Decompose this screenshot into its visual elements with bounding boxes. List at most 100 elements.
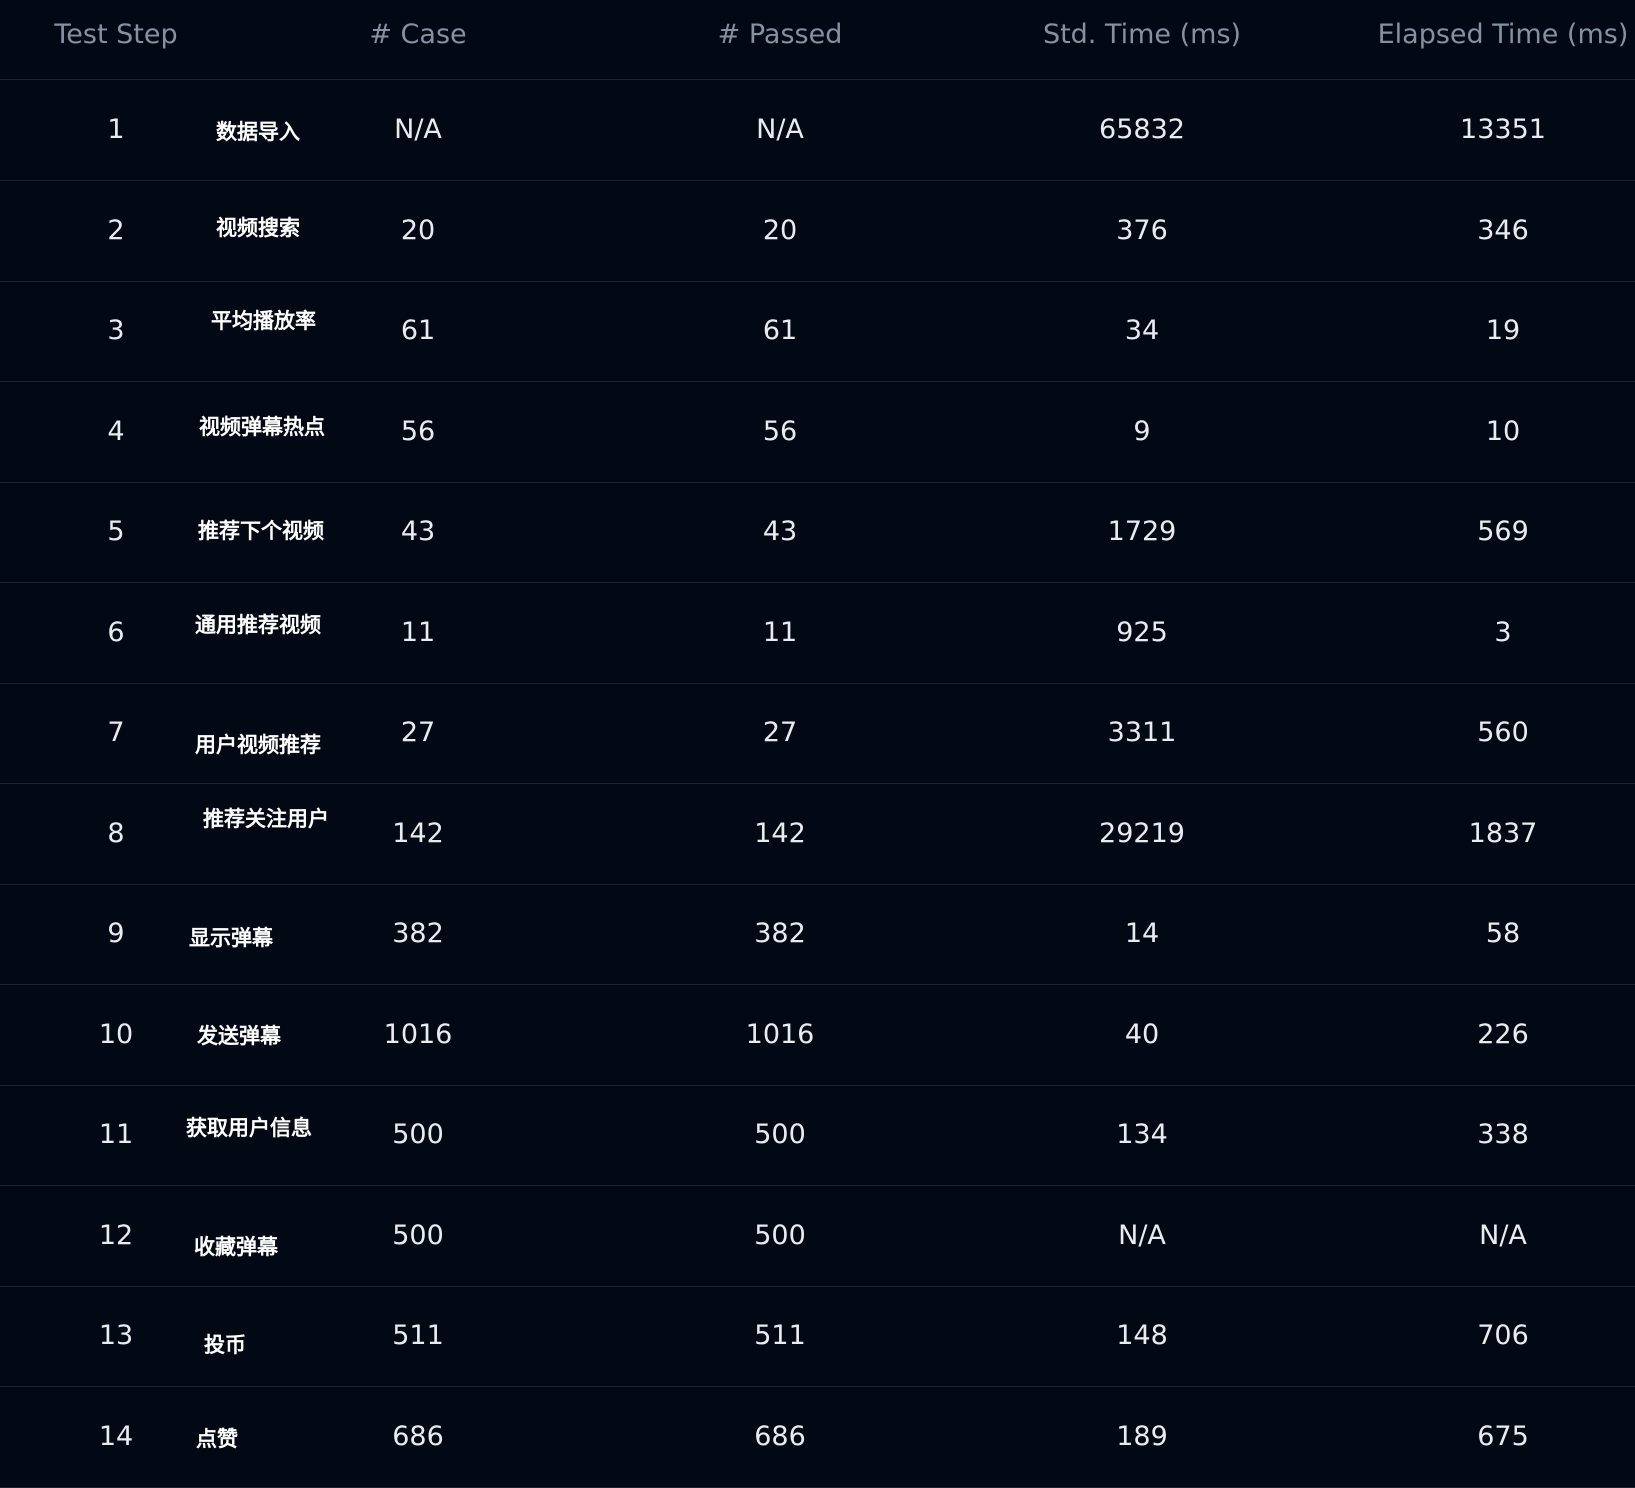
- header-passed: # Passed: [717, 19, 843, 50]
- cell-case-count: 11: [400, 616, 436, 648]
- cell-passed-count: 382: [754, 918, 806, 949]
- header-std-time: Std. Time (ms): [1042, 19, 1242, 50]
- cell-elapsed-time: N/A: [1479, 1219, 1527, 1251]
- cell-step-name: 点赞: [196, 1426, 238, 1451]
- cell-elapsed-time: 569: [1477, 516, 1529, 547]
- table-row: 11 获取用户信息 500 500 134 338: [0, 1085, 1635, 1186]
- cell-step-number: 12: [98, 1219, 134, 1251]
- cell-elapsed-time: 10: [1485, 415, 1521, 447]
- cell-std-time: 40: [1124, 1018, 1160, 1050]
- table-row: 8 推荐关注用户 142 142 29219 1837: [0, 784, 1635, 885]
- cell-elapsed-time: 675: [1477, 1420, 1529, 1452]
- cell-step-name: 推荐关注用户: [203, 806, 329, 831]
- cell-passed-count: N/A: [756, 114, 804, 145]
- cell-step-number: 6: [107, 616, 125, 648]
- cell-elapsed-time: 226: [1477, 1018, 1529, 1050]
- cell-step-name: 数据导入: [216, 120, 300, 144]
- header-case: # Case: [369, 19, 467, 50]
- cell-step-name: 视频弹幕热点: [199, 414, 325, 439]
- cell-std-time: 9: [1133, 415, 1151, 447]
- cell-step-number: 13: [98, 1320, 134, 1351]
- cell-elapsed-time: 3: [1494, 616, 1512, 648]
- cell-passed-count: 500: [754, 1119, 806, 1150]
- cell-step-number: 4: [107, 415, 125, 447]
- cell-std-time: 14: [1124, 918, 1160, 949]
- table-row: 5 推荐下个视频 43 43 1729 569: [0, 482, 1635, 583]
- cell-case-count: 500: [392, 1219, 444, 1251]
- table-row: 6 通用推荐视频 11 11 925 3: [0, 583, 1635, 684]
- table-row: 2 视频搜索 20 20 376 346: [0, 181, 1635, 282]
- table-header: Test Step # Case # Passed Std. Time (ms)…: [0, 0, 1635, 80]
- cell-step-name: 平均播放率: [211, 309, 316, 333]
- cell-case-count: 382: [392, 918, 444, 949]
- cell-std-time: 134: [1116, 1119, 1168, 1150]
- header-elapsed-time: Elapsed Time (ms): [1377, 19, 1629, 50]
- cell-case-count: 27: [400, 717, 436, 748]
- cell-step-name: 收藏弹幕: [194, 1234, 278, 1259]
- cell-elapsed-time: 13351: [1460, 114, 1546, 145]
- cell-step-number: 9: [107, 918, 125, 949]
- cell-std-time: 3311: [1107, 717, 1177, 748]
- cell-elapsed-time: 19: [1485, 315, 1521, 346]
- cell-step-number: 1: [107, 114, 125, 145]
- cell-step-name: 用户视频推荐: [195, 733, 321, 757]
- cell-passed-count: 1016: [745, 1018, 815, 1050]
- cell-elapsed-time: 560: [1477, 717, 1529, 748]
- cell-passed-count: 56: [762, 415, 798, 447]
- cell-step-number: 7: [107, 717, 125, 748]
- cell-elapsed-time: 58: [1485, 918, 1521, 949]
- cell-case-count: 61: [400, 315, 436, 346]
- cell-step-number: 3: [107, 315, 125, 346]
- cell-passed-count: 61: [762, 315, 798, 346]
- table-row: 10 发送弹幕 1016 1016 40 226: [0, 985, 1635, 1086]
- cell-elapsed-time: 338: [1477, 1119, 1529, 1150]
- cell-step-name: 视频搜索: [216, 215, 300, 240]
- cell-passed-count: 142: [754, 817, 806, 849]
- cell-case-count: 511: [392, 1320, 444, 1351]
- cell-step-number: 11: [98, 1119, 134, 1150]
- cell-std-time: 376: [1116, 214, 1168, 246]
- cell-case-count: N/A: [394, 114, 442, 145]
- cell-std-time: N/A: [1118, 1219, 1166, 1251]
- cell-case-count: 43: [400, 516, 436, 547]
- cell-step-number: 14: [98, 1420, 134, 1452]
- table-row: 7 用户视频推荐 27 27 3311 560: [0, 683, 1635, 784]
- cell-step-name: 显示弹幕: [189, 926, 273, 950]
- cell-case-count: 500: [392, 1119, 444, 1150]
- cell-case-count: 1016: [383, 1018, 453, 1050]
- table-row: 12 收藏弹幕 500 500 N/A N/A: [0, 1186, 1635, 1287]
- table-row: 1 数据导入 N/A N/A 65832 13351: [0, 80, 1635, 181]
- cell-step-number: 2: [107, 214, 125, 246]
- cell-passed-count: 43: [762, 516, 798, 547]
- cell-passed-count: 27: [762, 717, 798, 748]
- cell-passed-count: 511: [754, 1320, 806, 1351]
- cell-passed-count: 686: [754, 1420, 806, 1452]
- cell-step-name: 获取用户信息: [186, 1116, 312, 1140]
- table-row: 9 显示弹幕 382 382 14 58: [0, 884, 1635, 985]
- cell-std-time: 925: [1116, 616, 1168, 648]
- cell-passed-count: 500: [754, 1219, 806, 1251]
- cell-elapsed-time: 346: [1477, 214, 1529, 246]
- cell-step-number: 8: [107, 817, 125, 849]
- cell-step-name: 通用推荐视频: [195, 612, 321, 637]
- cell-std-time: 1729: [1107, 516, 1177, 547]
- cell-step-number: 5: [107, 516, 125, 547]
- cell-std-time: 65832: [1099, 114, 1185, 145]
- cell-std-time: 189: [1116, 1420, 1168, 1452]
- cell-step-number: 10: [98, 1018, 134, 1050]
- cell-case-count: 20: [400, 214, 436, 246]
- cell-std-time: 29219: [1099, 817, 1185, 849]
- header-test-step: Test Step: [54, 19, 178, 50]
- cell-std-time: 34: [1124, 315, 1160, 346]
- cell-step-name: 推荐下个视频: [198, 519, 324, 543]
- cell-passed-count: 20: [762, 214, 798, 246]
- table-row: 14 点赞 686 686 189 675: [0, 1387, 1635, 1488]
- cell-elapsed-time: 706: [1477, 1320, 1529, 1351]
- cell-elapsed-time: 1837: [1468, 817, 1538, 849]
- cell-step-name: 发送弹幕: [197, 1023, 281, 1048]
- table-row: 3 平均播放率 61 61 34 19: [0, 281, 1635, 382]
- table-row: 4 视频弹幕热点 56 56 9 10: [0, 382, 1635, 483]
- cell-step-name: 投币: [204, 1333, 246, 1357]
- cell-case-count: 56: [400, 415, 436, 447]
